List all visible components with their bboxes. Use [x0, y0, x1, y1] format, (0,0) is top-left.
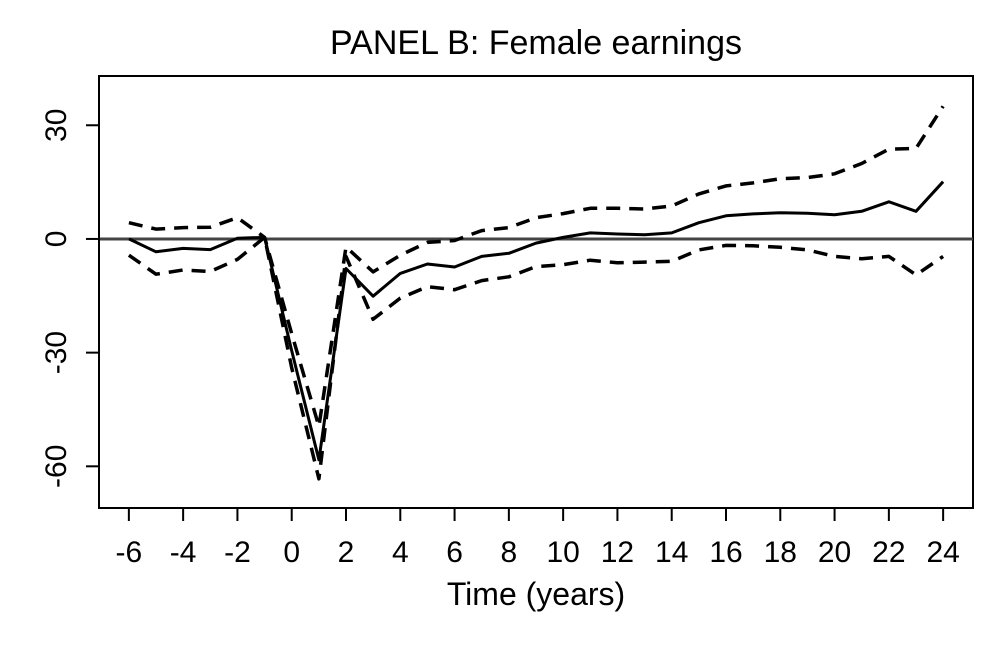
- x-tick-label: 10: [546, 536, 579, 569]
- x-tick-label: 24: [926, 536, 959, 569]
- x-tick-label: 14: [655, 536, 688, 569]
- series-line-upper-95-ci: [128, 105, 945, 429]
- x-tick-label: 18: [764, 536, 797, 569]
- x-tick-label: -6: [116, 536, 143, 569]
- y-tick-label: 30: [40, 109, 73, 142]
- chart-title: PANEL B: Female earnings: [330, 24, 742, 62]
- x-tick-label: 6: [446, 536, 463, 569]
- x-tick-label: 0: [283, 536, 300, 569]
- x-tick-label: 2: [338, 536, 355, 569]
- x-tick-label: -4: [170, 536, 197, 569]
- y-tick-label: 0: [40, 231, 73, 248]
- series-line-estimate: [128, 180, 945, 462]
- y-tick-label: -60: [40, 445, 73, 488]
- x-tick-label: 16: [709, 536, 742, 569]
- x-tick-label: 4: [392, 536, 409, 569]
- series-line-lower-95-ci: [127, 235, 945, 481]
- x-axis-label: Time (years): [447, 576, 625, 612]
- x-tick-label: -2: [224, 536, 251, 569]
- x-tick-label: 22: [872, 536, 905, 569]
- y-tick-label: -30: [40, 331, 73, 374]
- plot-frame: [98, 75, 974, 509]
- x-tick-label: 20: [818, 536, 851, 569]
- x-tick-label: 12: [601, 536, 634, 569]
- x-tick-label: 8: [501, 536, 518, 569]
